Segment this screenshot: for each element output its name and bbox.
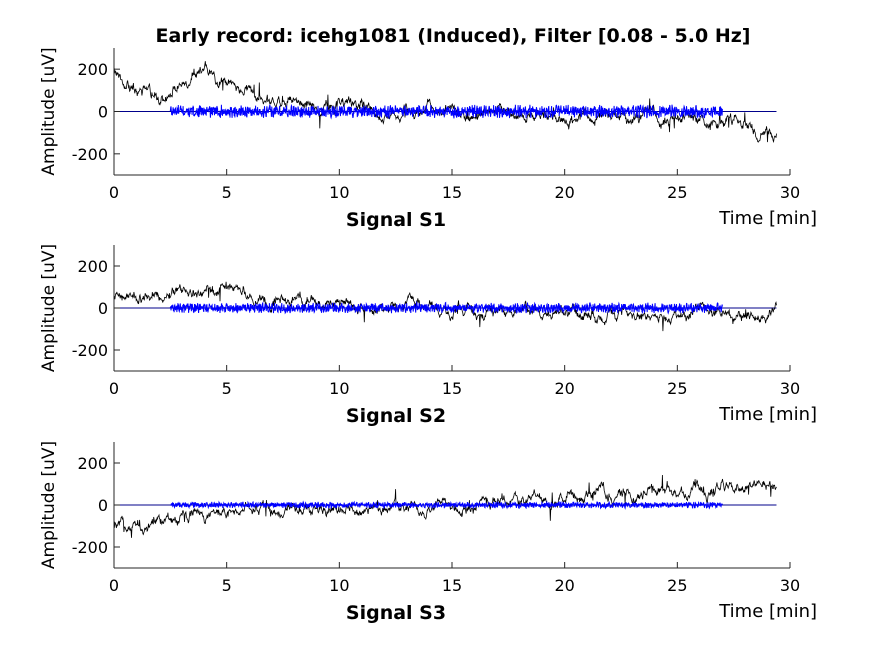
series-raw-signal [114,61,777,144]
y-axis-label: Amplitude [uV] [39,244,59,372]
plot-area-3 [114,474,777,538]
figure-title: Early record: icehg1081 (Induced), Filte… [156,25,751,47]
x-tick-label: 15 [442,183,462,202]
y-tick-label: 200 [77,454,108,473]
y-tick-label: -200 [72,538,108,557]
x-tick-label: 5 [222,379,232,398]
series-raw-signal [114,474,777,538]
y-axis-label: Amplitude [uV] [39,441,59,569]
series-filtered-signal [169,300,723,315]
y-tick-label: 0 [98,299,108,318]
x-tick-label: 30 [780,576,800,595]
x-tick-label: 15 [442,379,462,398]
x-tick-label: 10 [329,576,349,595]
x-tick-label: 15 [442,576,462,595]
y-tick-label: 0 [98,103,108,122]
x-tick-label: 20 [554,183,574,202]
x-tick-label: 0 [109,183,119,202]
y-tick-label: 200 [77,60,108,79]
x-tick-label: 5 [222,183,232,202]
x-tick-label: 10 [329,379,349,398]
x-tick-label: 5 [222,576,232,595]
time-unit-label: Time [min] [718,208,817,229]
plot-area-2 [114,281,777,332]
x-axis-label: Signal S3 [346,602,446,624]
time-unit-label: Time [min] [718,404,817,425]
x-axis-label: Signal S2 [346,405,446,427]
y-tick-label: 200 [77,257,108,276]
x-tick-label: 25 [667,379,687,398]
series-filtered-signal [169,103,723,120]
y-tick-label: 0 [98,496,108,515]
time-unit-label: Time [min] [718,601,817,622]
series-raw-signal [114,281,777,332]
x-tick-label: 30 [780,183,800,202]
x-axis-label: Signal S1 [346,209,446,231]
x-tick-label: 20 [554,576,574,595]
y-tick-label: -200 [72,341,108,360]
x-tick-label: 0 [109,576,119,595]
y-tick-label: -200 [72,145,108,164]
series-filtered-signal [170,500,723,510]
y-axis-label: Amplitude [uV] [39,47,59,175]
x-tick-label: 0 [109,379,119,398]
x-tick-label: 30 [780,379,800,398]
x-tick-label: 10 [329,183,349,202]
x-tick-label: 25 [667,576,687,595]
plot-area-1 [114,61,777,144]
x-tick-label: 20 [554,379,574,398]
x-tick-label: 25 [667,183,687,202]
